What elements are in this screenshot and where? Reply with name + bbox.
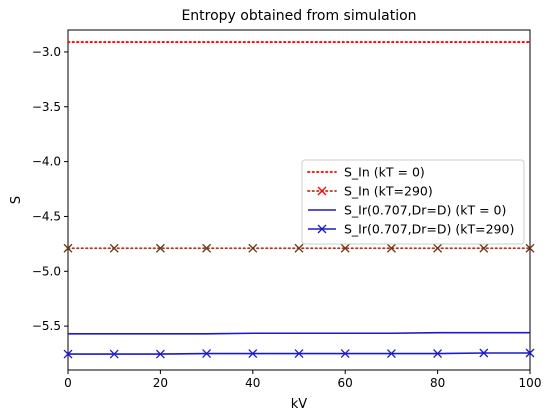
- series-4-point: [109, 349, 119, 359]
- series-layer: [63, 41, 535, 359]
- series-2-point: [479, 243, 489, 253]
- plot-frame: [67, 29, 531, 371]
- ticks-layer: 0 20 40 60 80 100 −3.0 −3.5 −4.0 −4.5 −5.0 −5.5: [32, 45, 542, 390]
- series-2-point: [202, 243, 212, 253]
- series-4-point: [386, 349, 396, 359]
- legend: S_In (kT = 0) S_In (kT=290) S_Ir(0.707,Dr=…: [301, 159, 525, 245]
- x-tick-label: 20: [153, 376, 168, 390]
- legend-marker: [317, 186, 327, 196]
- series-4-point: [294, 349, 304, 359]
- y-tick-label: −3.0: [32, 45, 61, 59]
- y-tick-label: −4.0: [32, 155, 61, 169]
- x-axis-label: kV: [291, 397, 308, 412]
- series-2-point: [248, 243, 258, 253]
- legend-item-2: S_In (kT=290): [307, 184, 433, 199]
- y-tick-label: −5.5: [32, 319, 61, 333]
- legend-label: S_Ir(0.707,Dr=D) (kT=290): [344, 222, 514, 237]
- series-4-point: [479, 348, 489, 358]
- series-2-point: [340, 243, 350, 253]
- legend-label: S_Ir(0.707,Dr=D) (kT = 0): [344, 203, 506, 218]
- series-4-point: [340, 349, 350, 359]
- legend-label: S_In (kT = 0): [344, 165, 425, 180]
- series-4-point: [525, 348, 535, 358]
- series-3-line: [68, 331, 530, 335]
- series-4-point: [63, 349, 73, 359]
- x-tick-label: 60: [338, 376, 353, 390]
- y-tick-label: −5.0: [32, 264, 61, 278]
- legend-label: S_In (kT=290): [344, 184, 433, 199]
- legend-box: [301, 159, 525, 245]
- series-2-point: [155, 243, 165, 253]
- x-tick-label: 40: [245, 376, 260, 390]
- x-tick-label: 100: [519, 376, 542, 390]
- x-tick-label: 0: [64, 376, 72, 390]
- series-4-point: [202, 349, 212, 359]
- y-axis-label: S: [9, 196, 24, 204]
- legend-item-3: S_Ir(0.707,Dr=D) (kT = 0): [308, 203, 506, 218]
- series-2-point: [109, 243, 119, 253]
- chart-title: Entropy obtained from simulation: [181, 8, 416, 24]
- series-4-point: [248, 349, 258, 359]
- series-2-point: [63, 243, 73, 253]
- series-2-point: [525, 243, 535, 253]
- series-4-point: [433, 349, 443, 359]
- y-tick-label: −3.5: [32, 100, 61, 114]
- x-tick-label: 80: [430, 376, 445, 390]
- legend-marker: [317, 224, 327, 234]
- y-tick-label: −4.5: [32, 209, 61, 223]
- legend-item-1: S_In (kT = 0): [307, 165, 425, 180]
- legend-item-4: S_Ir(0.707,Dr=D) (kT=290): [308, 222, 514, 237]
- series-4-point: [155, 349, 165, 359]
- series-2-point: [433, 243, 443, 253]
- series-2-point: [386, 243, 396, 253]
- series-2-point: [294, 243, 304, 253]
